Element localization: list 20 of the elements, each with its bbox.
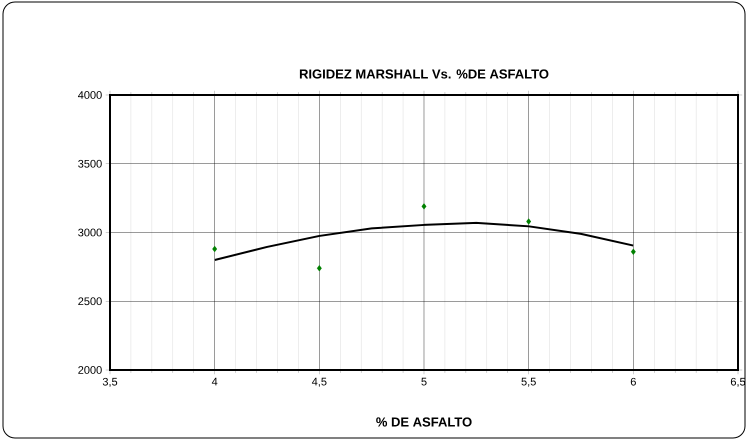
x-tick-label: 4 bbox=[212, 378, 218, 386]
point bbox=[630, 248, 636, 255]
x-tick-label: 6 bbox=[630, 378, 636, 386]
x-tick-label: 6,5 bbox=[730, 378, 746, 387]
y-tick-label: 3000 bbox=[78, 228, 102, 236]
point bbox=[526, 218, 532, 225]
y-tick-label: 3500 bbox=[78, 160, 102, 168]
point bbox=[422, 203, 426, 210]
point bbox=[316, 265, 322, 272]
y-tick-label: 4000 bbox=[78, 91, 102, 99]
x-tick-label: 5 bbox=[421, 378, 427, 386]
line-series bbox=[214, 222, 634, 261]
x-tick-label: 4,5 bbox=[312, 378, 327, 387]
point bbox=[212, 246, 218, 252]
x-tick-label: 5,5 bbox=[521, 378, 536, 387]
y-tick-label: 2500 bbox=[78, 297, 102, 306]
chart-title: RIGIDEZ MARSHALL Vs. %DE ASFALTO bbox=[300, 69, 548, 79]
x-axis-title: % DE ASFALTO bbox=[376, 417, 472, 427]
y-tick-label: 2000 bbox=[78, 366, 102, 374]
x-tick-label: 3,5 bbox=[102, 378, 118, 387]
